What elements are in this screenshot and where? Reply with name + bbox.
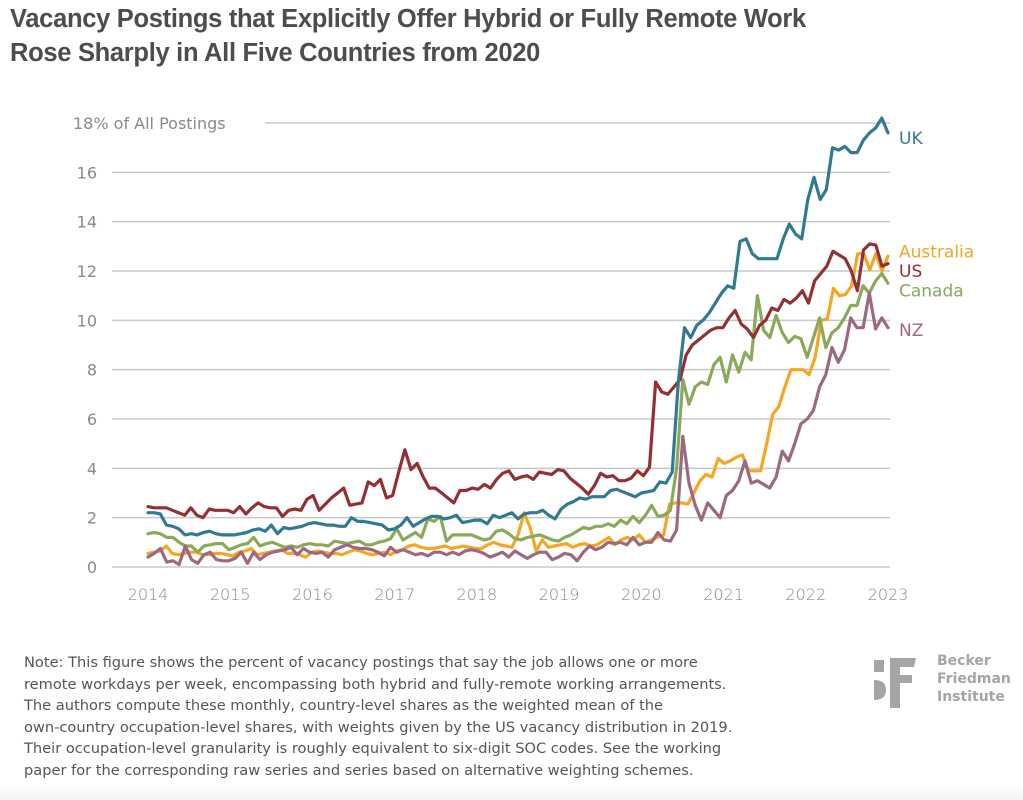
x-tick-label: 2014 bbox=[128, 585, 169, 604]
series-line-uk bbox=[146, 116, 890, 537]
series-label-australia: Australia bbox=[899, 242, 974, 262]
note-line: remote workdays per week, encompassing b… bbox=[24, 675, 727, 693]
x-tick-label: 2019 bbox=[539, 585, 580, 604]
x-tick-label: 2015 bbox=[210, 585, 251, 604]
y-axis-ticks: 0 2 4 6 8 10 12 14 16 18% of All Postings bbox=[73, 114, 226, 577]
y-tick-label: 16 bbox=[77, 163, 97, 182]
series-line-nz bbox=[146, 291, 890, 567]
series-line-australia bbox=[146, 252, 890, 559]
becker-friedman-logo: Becker Friedman Institute bbox=[872, 652, 1022, 712]
x-axis-ticks: 2014 2015 2016 2017 2018 2019 2020 2021 2022 2023 bbox=[128, 585, 909, 604]
chart-title-line-1: Vacancy Postings that Explicitly Offer H… bbox=[10, 5, 806, 33]
x-tick-label: 2016 bbox=[292, 585, 333, 604]
note-line: Note: This figure shows the percent of v… bbox=[24, 654, 698, 671]
logo-text-line: Becker bbox=[937, 653, 991, 669]
logo-text-line: Institute bbox=[937, 689, 1005, 705]
series-label-uk: UK bbox=[899, 129, 923, 149]
x-tick-label: 2022 bbox=[785, 585, 826, 604]
y-tick-label: 18% of All Postings bbox=[73, 114, 226, 133]
y-tick-label: 12 bbox=[77, 262, 97, 281]
series-line-canada bbox=[146, 271, 890, 554]
x-tick-label: 2020 bbox=[621, 585, 662, 604]
x-tick-label: 2023 bbox=[868, 585, 909, 604]
logo-text-line: Friedman bbox=[937, 671, 1011, 687]
y-tick-label: 10 bbox=[77, 311, 97, 330]
figure-note: Note: This figure shows the percent of v… bbox=[24, 652, 824, 781]
x-tick-label: 2018 bbox=[457, 585, 498, 604]
note-line: The authors compute these monthly, count… bbox=[24, 697, 664, 714]
gridlines bbox=[112, 122, 890, 568]
y-tick-label: 14 bbox=[77, 213, 97, 232]
note-line: Their occupation-level granularity is ro… bbox=[24, 740, 722, 757]
x-tick-label: 2021 bbox=[703, 585, 744, 604]
y-tick-label: 0 bbox=[87, 558, 97, 577]
y-tick-label: 2 bbox=[87, 509, 97, 528]
series-line-us bbox=[146, 242, 890, 520]
note-line: own-country occupation-level shares, wit… bbox=[24, 718, 733, 736]
y-tick-label: 6 bbox=[87, 410, 97, 429]
x-tick-label: 2017 bbox=[374, 585, 415, 604]
chart-title-line-2: Rose Sharply in All Five Countries from … bbox=[10, 39, 541, 67]
y-tick-label: 8 bbox=[87, 361, 97, 380]
y-tick-label: 4 bbox=[87, 459, 97, 478]
note-line: paper for the corresponding raw series a… bbox=[24, 761, 694, 779]
series-label-us: US bbox=[899, 262, 922, 282]
footer-band bbox=[0, 785, 1023, 800]
chart-title: Vacancy Postings that Explicitly Offer H… bbox=[10, 2, 1020, 70]
series-label-nz: NZ bbox=[899, 321, 923, 341]
bf-logo-mark-icon bbox=[874, 658, 916, 708]
series-label-canada: Canada bbox=[899, 282, 964, 302]
logo-text: Becker Friedman Institute bbox=[937, 652, 1011, 706]
series-lines bbox=[146, 116, 890, 567]
